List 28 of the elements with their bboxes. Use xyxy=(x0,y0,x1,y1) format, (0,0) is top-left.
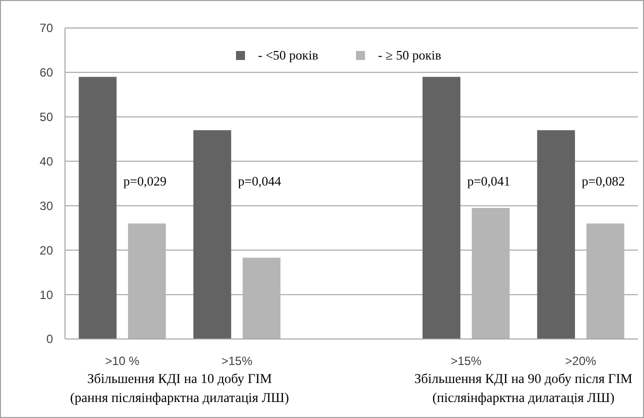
annotation: p=0,029 xyxy=(123,174,166,189)
bar xyxy=(193,130,232,339)
x-tick-label: >15% xyxy=(221,354,253,368)
y-tick-label: 40 xyxy=(40,154,54,168)
annotation: p=0,044 xyxy=(238,174,282,189)
x-tick-label: >10 % xyxy=(105,354,140,368)
y-tick-label: 50 xyxy=(40,110,54,124)
x-tick-label: >20% xyxy=(565,354,597,368)
annotation: p=0,041 xyxy=(467,174,510,189)
y-tick-label: 70 xyxy=(40,21,54,36)
y-tick-label: 20 xyxy=(40,243,54,258)
y-tick-label: 10 xyxy=(40,288,54,302)
bar xyxy=(128,223,166,339)
bar xyxy=(537,130,575,339)
bar xyxy=(472,208,510,339)
y-tick-label: 30 xyxy=(40,198,54,213)
legend-label: - <50 років xyxy=(258,48,318,63)
bar xyxy=(586,223,624,339)
bar xyxy=(242,258,280,339)
bar xyxy=(422,76,460,339)
annotation: p=0,082 xyxy=(582,174,625,189)
text: Збільшення КДІ на 10 добу ГІМ (рання післяінфарктна дилатація ЛШ) xyxy=(70,371,290,405)
legend-label: - ≥ 50 років xyxy=(378,48,442,63)
x-tick-label: >15% xyxy=(450,354,482,368)
bar xyxy=(78,76,117,339)
text: Збільшення КДІ на 90 добу після ГІМ (післяінфарктна дилатація ЛШ) xyxy=(414,371,632,405)
y-tick-label: 0 xyxy=(46,332,54,346)
y-tick-label: 60 xyxy=(40,66,54,80)
